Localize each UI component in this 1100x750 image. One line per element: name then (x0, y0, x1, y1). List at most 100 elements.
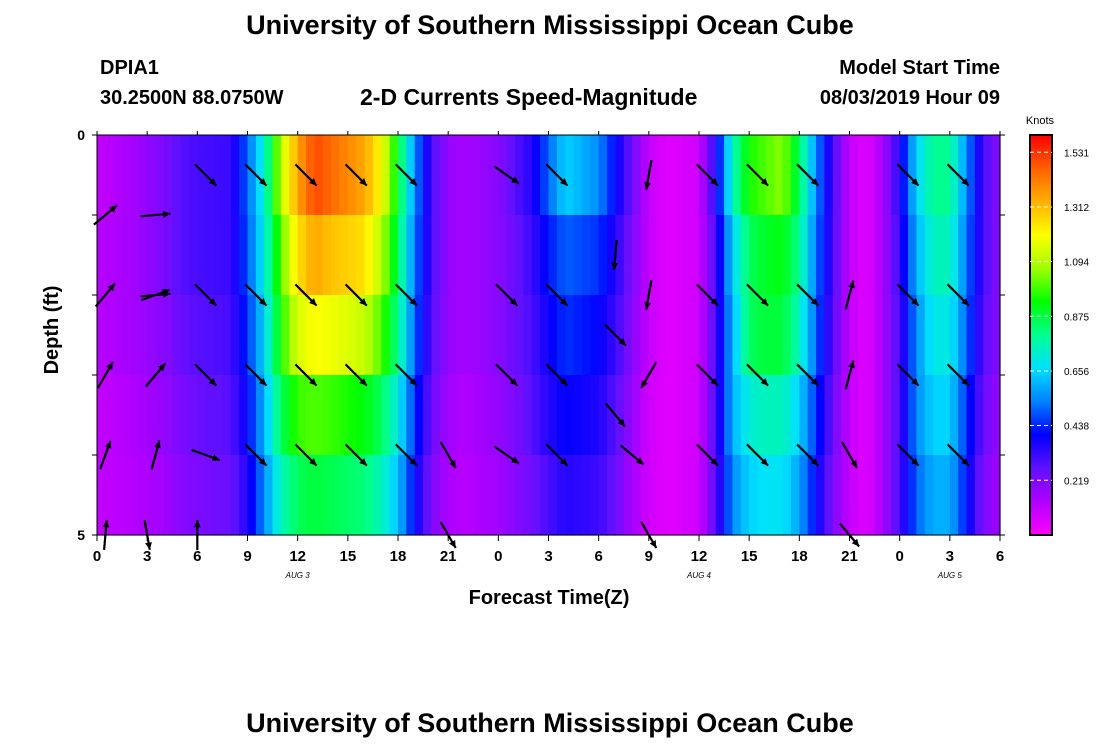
heatmap-cell (464, 135, 474, 216)
heatmap-cell (515, 455, 525, 536)
heatmap-cell (247, 135, 257, 216)
heatmap-cell (699, 215, 708, 296)
heatmap-cell (339, 375, 349, 456)
heatmap-cell (456, 215, 466, 296)
heatmap-cell (807, 295, 817, 376)
heatmap-cell (197, 215, 207, 296)
heatmap-cell (197, 135, 207, 216)
heatmap-cell (331, 135, 341, 216)
heatmap-cell (991, 455, 1001, 536)
heatmap-cell (790, 215, 800, 296)
heatmap-cell (991, 135, 1001, 216)
heatmap-cell (556, 135, 566, 216)
heatmap-cell (498, 375, 508, 456)
heatmap-cell (381, 375, 391, 456)
x-tick-label: 9 (645, 548, 653, 565)
heatmap-cell (657, 135, 667, 216)
heatmap-cell (105, 375, 115, 456)
heatmap-cell (949, 215, 959, 296)
arrow-head (211, 454, 220, 461)
current-vector-arrow (841, 441, 858, 469)
heatmap-cell (724, 135, 734, 216)
heatmap-cell (372, 215, 382, 296)
arrow-head (258, 458, 267, 466)
arrow-head (559, 378, 568, 386)
heatmap-cell (331, 215, 341, 296)
current-vector-arrow (344, 363, 368, 387)
heatmap-cell (824, 295, 834, 376)
arrow-head (641, 380, 648, 388)
heatmap-cell (598, 215, 608, 296)
heatmap-cell (673, 295, 683, 376)
heatmap-cell (306, 215, 315, 296)
heatmap-cell (230, 135, 240, 216)
heatmap-cell (289, 375, 299, 456)
heatmap-cell (640, 295, 650, 376)
heatmap-cell (138, 135, 148, 216)
heatmap-cell (857, 295, 867, 376)
arrow-head (911, 178, 919, 186)
arrow-head (760, 458, 769, 466)
heatmap-cell (849, 455, 859, 536)
heatmap-cell (398, 455, 407, 536)
heatmap-cell (389, 455, 399, 536)
current-vector-arrow (746, 283, 769, 307)
heatmap-cell (573, 375, 583, 456)
heatmap-cell (556, 295, 566, 376)
heatmap-cell (565, 135, 575, 216)
arrow-head (258, 378, 267, 386)
heatmap-cell (782, 215, 792, 296)
heatmap-cell (356, 295, 366, 376)
heatmap-cell (489, 135, 499, 216)
heatmap-cell (155, 135, 165, 216)
heatmap-cell (765, 455, 775, 536)
x-tick-label: 3 (946, 548, 954, 565)
heatmap-cell (147, 375, 157, 456)
current-vector-layer (93, 160, 970, 550)
current-vector-arrow (294, 443, 318, 467)
heatmap-cell (732, 375, 742, 456)
current-vector-arrow (395, 363, 418, 387)
heatmap-cell (949, 375, 959, 456)
heatmap-cell (749, 215, 759, 296)
arrow-head (208, 378, 217, 386)
colorbar-tick-label: 0.438 (1064, 422, 1089, 433)
heatmap-cell (816, 375, 826, 456)
heatmap-cell (205, 135, 215, 216)
heatmap-cell (958, 375, 968, 456)
heatmap-cell (765, 375, 775, 456)
heatmap-cell (247, 375, 257, 456)
arrow-head (145, 542, 152, 550)
heatmap-cell (105, 135, 115, 216)
heatmap-cell (640, 375, 650, 456)
arrow-head (161, 289, 170, 296)
heatmap-cell (615, 295, 625, 376)
arrow-head (449, 460, 456, 468)
heatmap-cell (607, 455, 616, 536)
heatmap-cell (113, 135, 123, 216)
heatmap-cell (423, 135, 433, 216)
heatmap-cell (991, 215, 1001, 296)
current-vector-arrow (545, 163, 569, 187)
arrow-head (258, 178, 267, 186)
heatmap-cell (347, 135, 357, 216)
heatmap-cell (230, 215, 240, 296)
heatmap-cell (916, 375, 926, 456)
heatmap-cell (255, 215, 265, 296)
heatmap-cell (924, 455, 934, 536)
heatmap-cell (506, 375, 516, 456)
heatmap-cell (699, 375, 708, 456)
heatmap-cell (774, 215, 784, 296)
heatmap-cell (314, 295, 324, 376)
heatmap-cell (690, 215, 700, 296)
heatmap-cell (824, 375, 834, 456)
heatmap-cell (147, 295, 157, 376)
heatmap-cell (280, 455, 290, 536)
heatmap-cell (214, 295, 224, 376)
heatmap-cell (774, 135, 784, 216)
current-vector-arrow (244, 443, 268, 467)
heatmap-cell (824, 135, 834, 216)
y-tick-label: 0 (77, 127, 85, 143)
heatmap-cell (122, 215, 132, 296)
current-vector-arrow (946, 283, 970, 307)
